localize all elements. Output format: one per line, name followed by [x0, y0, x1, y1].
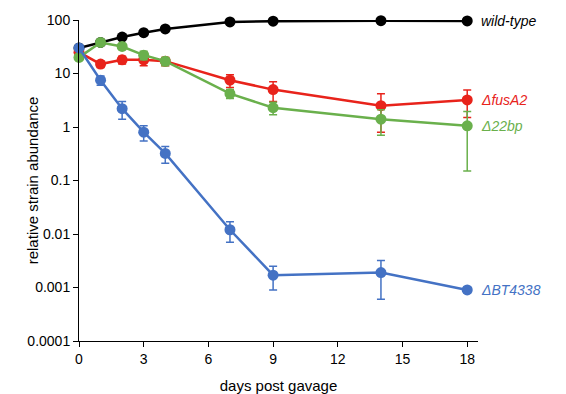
svg-text:15: 15 — [395, 351, 411, 367]
svg-text:6: 6 — [205, 351, 213, 367]
svg-text:relative strain abundance: relative strain abundance — [24, 97, 41, 265]
svg-text:0.0001: 0.0001 — [27, 333, 70, 349]
svg-text:1: 1 — [62, 119, 70, 135]
svg-text:12: 12 — [330, 351, 346, 367]
svg-text:Δ22bp: Δ22bp — [481, 118, 523, 134]
svg-text:3: 3 — [140, 351, 148, 367]
svg-text:0.001: 0.001 — [35, 279, 70, 295]
svg-text:days post gavage: days post gavage — [220, 377, 338, 394]
svg-text:9: 9 — [269, 351, 277, 367]
svg-text:wild-type: wild-type — [481, 13, 536, 29]
svg-text:10: 10 — [55, 65, 71, 81]
svg-text:ΔfusA2: ΔfusA2 — [481, 92, 527, 108]
svg-text:0.1: 0.1 — [51, 172, 71, 188]
svg-text:18: 18 — [459, 351, 475, 367]
svg-text:0.01: 0.01 — [43, 226, 70, 242]
svg-text:100: 100 — [47, 12, 71, 28]
svg-text:ΔBT4338: ΔBT4338 — [481, 282, 541, 298]
svg-text:0: 0 — [75, 351, 83, 367]
